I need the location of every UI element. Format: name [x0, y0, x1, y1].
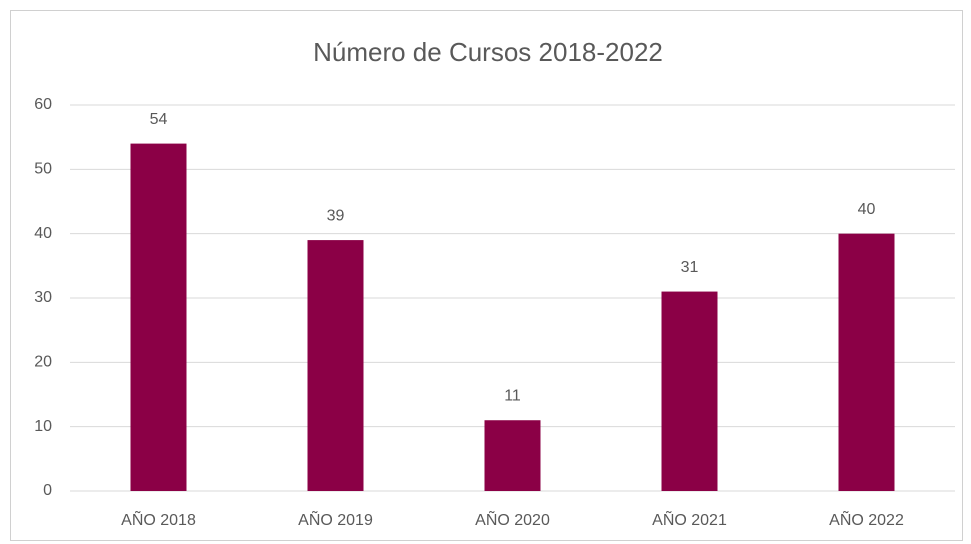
y-tick-label: 10: [34, 418, 52, 435]
bar: [130, 143, 187, 491]
x-tick-label: AÑO 2019: [298, 509, 373, 529]
data-label: 54: [150, 111, 168, 128]
x-tick-label: AÑO 2021: [652, 509, 727, 529]
bar: [307, 240, 364, 491]
y-tick-label: 0: [43, 482, 52, 499]
bar: [661, 291, 718, 491]
bar: [484, 420, 541, 491]
x-tick-label: AÑO 2020: [475, 509, 550, 529]
x-tick-label: AÑO 2018: [121, 509, 196, 529]
y-tick-label: 20: [34, 354, 52, 371]
bar: [838, 233, 895, 491]
data-label: 39: [327, 207, 345, 224]
data-label: 11: [504, 387, 521, 404]
y-tick-label: 40: [34, 225, 52, 242]
data-label: 40: [858, 201, 876, 218]
x-tick-label: AÑO 2022: [829, 509, 904, 529]
y-tick-label: 60: [34, 96, 52, 113]
y-tick-label: 30: [34, 289, 52, 306]
data-label: 31: [681, 259, 699, 276]
y-tick-label: 50: [34, 161, 52, 178]
chart-title: Número de Cursos 2018-2022: [313, 37, 663, 67]
